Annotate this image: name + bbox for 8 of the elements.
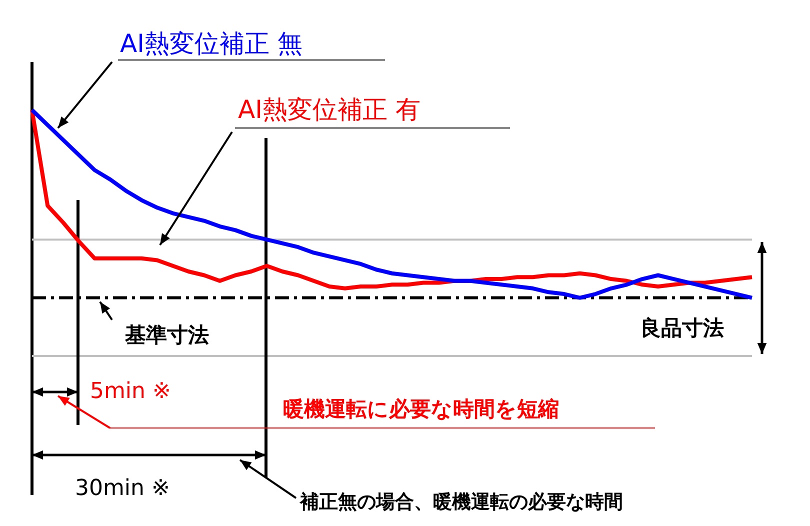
- text: 暖機運転に必要な時間を短縮: [283, 397, 559, 421]
- text: 30min ※: [75, 476, 170, 501]
- text: 良品寸法: [640, 316, 724, 340]
- text: 補正無の場合、暖機運転の必要な時間: [299, 491, 623, 513]
- text: AI熱変位補正 有: [238, 95, 420, 124]
- legend-label: 基準寸法: [124, 322, 209, 347]
- text: 5min ※: [90, 379, 171, 404]
- text: AI熱変位補正 無: [120, 29, 302, 58]
